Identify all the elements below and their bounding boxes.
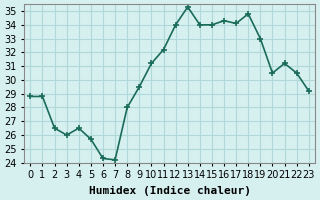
X-axis label: Humidex (Indice chaleur): Humidex (Indice chaleur) [89,186,251,196]
